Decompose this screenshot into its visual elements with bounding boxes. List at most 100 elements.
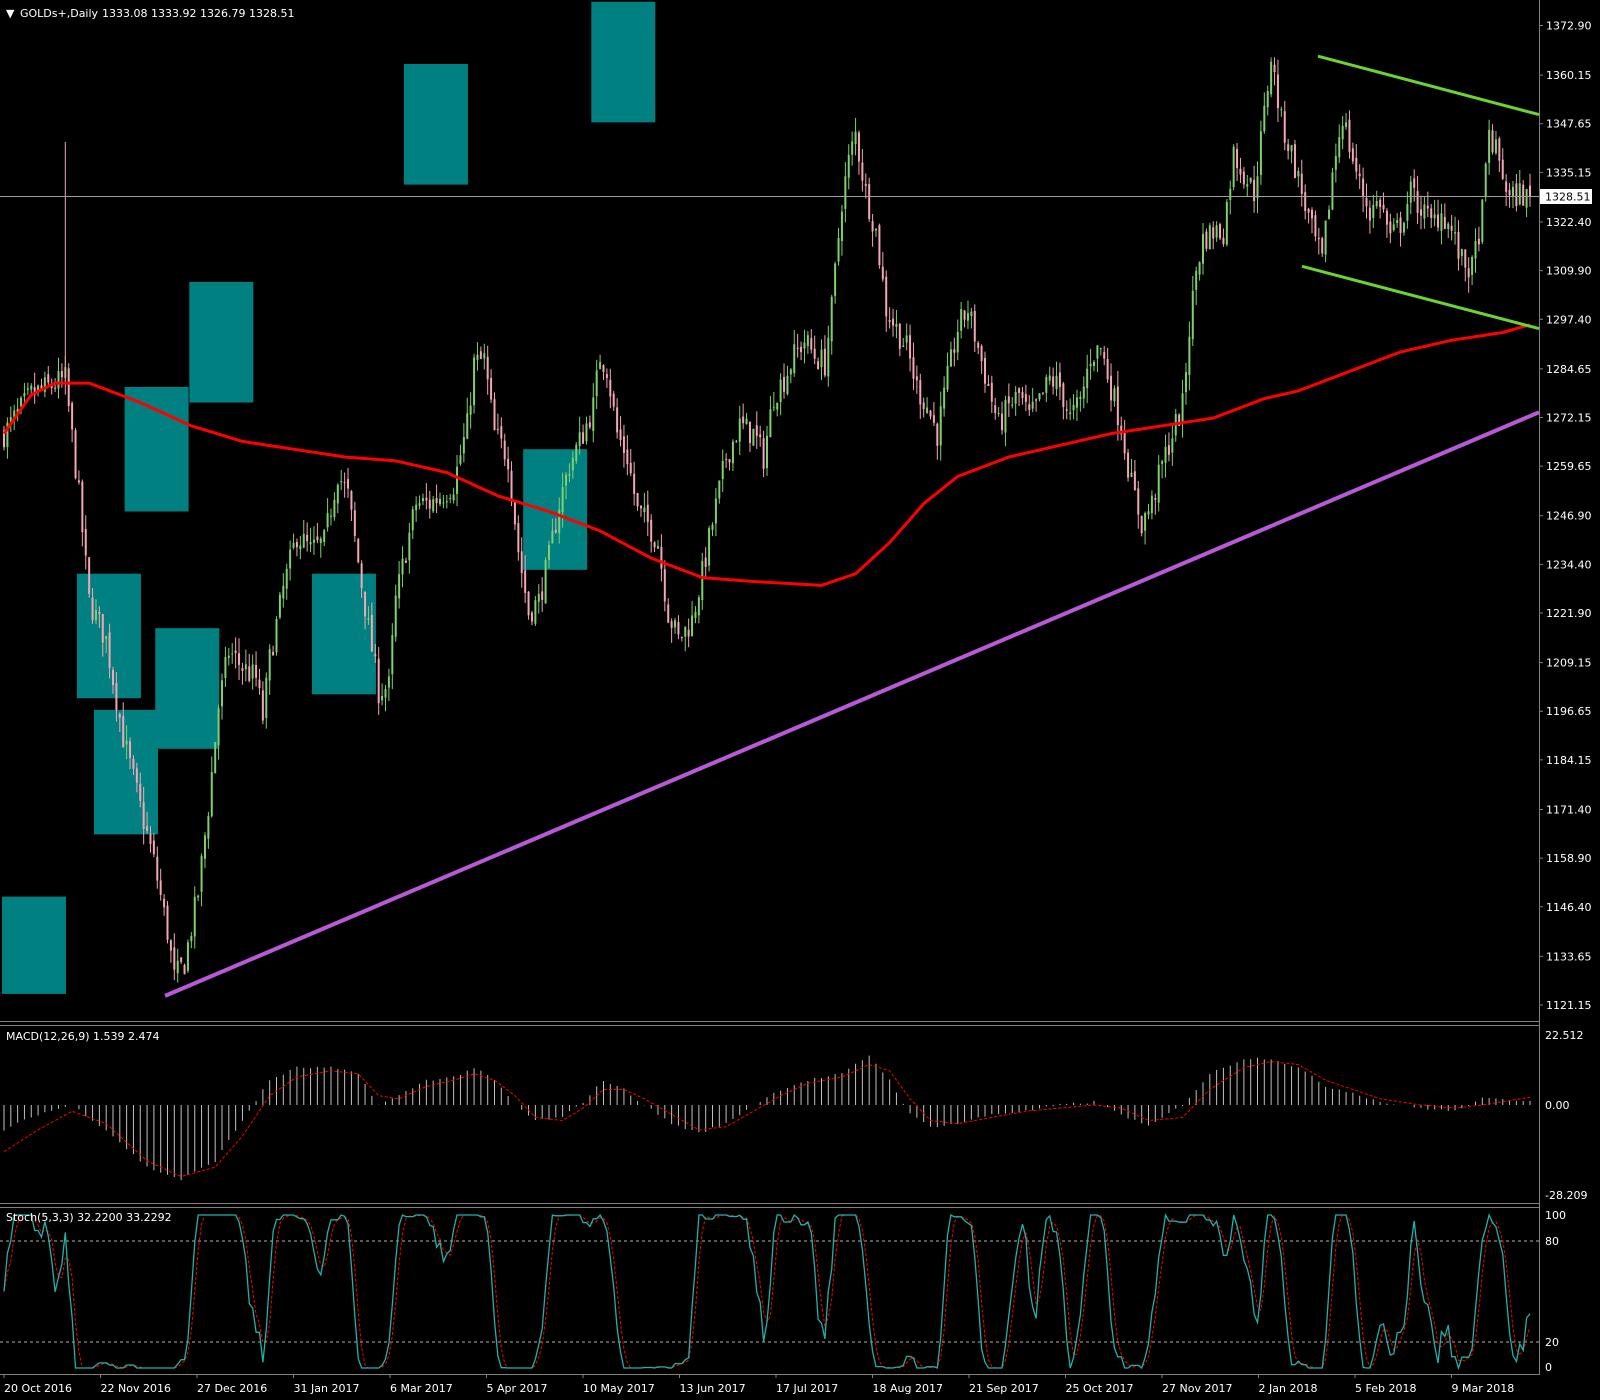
highlight-zone bbox=[155, 628, 220, 749]
candle-body bbox=[1171, 438, 1174, 453]
candle-body bbox=[885, 276, 888, 317]
candle-body bbox=[221, 680, 223, 707]
candle-body bbox=[830, 296, 833, 342]
candle-body bbox=[1420, 209, 1422, 216]
candle-body bbox=[1290, 145, 1293, 152]
candle-body bbox=[674, 620, 677, 628]
candle-body bbox=[878, 225, 881, 266]
candle-body bbox=[81, 481, 84, 533]
candle-body bbox=[1072, 404, 1075, 411]
candle-body bbox=[176, 960, 179, 974]
candle-body bbox=[166, 905, 169, 940]
candle-body bbox=[1481, 199, 1484, 242]
channel-lower-line[interactable] bbox=[1301, 264, 1540, 331]
candle-body bbox=[861, 162, 864, 181]
candle-body bbox=[350, 491, 353, 510]
candle-body bbox=[728, 459, 731, 463]
candle-body bbox=[1058, 372, 1061, 388]
candle-body bbox=[1522, 184, 1525, 206]
channel-upper-line[interactable] bbox=[1317, 54, 1540, 117]
candle-body bbox=[1259, 131, 1262, 175]
candle-body bbox=[840, 211, 843, 242]
candle-body bbox=[609, 379, 612, 397]
candle-body bbox=[1474, 241, 1477, 259]
candle-body bbox=[1106, 358, 1109, 380]
candle-body bbox=[1464, 249, 1467, 268]
candle-body bbox=[364, 591, 367, 617]
candle-body bbox=[1096, 345, 1099, 359]
collapse-arrow-icon[interactable]: ▼ bbox=[6, 7, 15, 20]
candle-body bbox=[1113, 388, 1116, 402]
candle-body bbox=[142, 802, 145, 829]
candle-body bbox=[844, 176, 847, 210]
candle-body bbox=[1256, 176, 1259, 199]
candle-body bbox=[207, 816, 210, 839]
rising-trend-line[interactable] bbox=[164, 410, 1540, 998]
macd-tick-top: 22.512 bbox=[1545, 1029, 1584, 1042]
candle-body bbox=[554, 529, 557, 533]
candle-body bbox=[762, 438, 765, 469]
candle-body bbox=[312, 539, 315, 543]
candle-body bbox=[660, 546, 663, 569]
candle-body bbox=[779, 379, 782, 403]
candle-body bbox=[1300, 173, 1303, 194]
candle-body bbox=[1021, 391, 1024, 399]
candle-body bbox=[1011, 404, 1014, 406]
candle-body bbox=[357, 538, 360, 563]
candle-body bbox=[353, 510, 356, 536]
candle-body bbox=[650, 519, 653, 542]
candle-body bbox=[776, 402, 779, 410]
candle-body bbox=[125, 740, 128, 745]
candle-body bbox=[238, 653, 241, 665]
candle-body bbox=[905, 335, 908, 343]
candle-body bbox=[193, 896, 196, 937]
candle-body bbox=[278, 594, 281, 618]
candle-body bbox=[513, 501, 516, 525]
candle-body bbox=[1317, 237, 1320, 240]
candle-body bbox=[251, 664, 254, 679]
candle-body bbox=[415, 504, 418, 511]
candle-body bbox=[813, 348, 816, 359]
candle-body bbox=[1202, 233, 1204, 264]
candle-body bbox=[626, 449, 629, 465]
candle-body bbox=[217, 708, 220, 746]
candle-body bbox=[20, 397, 23, 407]
candle-body bbox=[112, 669, 114, 686]
candle-body bbox=[571, 457, 574, 471]
candle-body bbox=[653, 542, 656, 548]
candle-body bbox=[163, 898, 166, 908]
candle-body bbox=[469, 405, 472, 415]
chart-symbol: GOLDs+,Daily bbox=[20, 7, 99, 20]
candle-body bbox=[94, 609, 97, 621]
candle-body bbox=[926, 407, 929, 413]
candle-body bbox=[657, 546, 659, 549]
candle-body bbox=[817, 361, 820, 369]
candle-body bbox=[1086, 368, 1089, 389]
candle-body bbox=[1007, 396, 1010, 404]
candle-body bbox=[1283, 111, 1286, 143]
candle-body bbox=[752, 428, 755, 446]
time-tick-label: 18 Aug 2017 bbox=[873, 1382, 943, 1395]
candle-body bbox=[1045, 376, 1048, 393]
candle-body bbox=[1406, 204, 1409, 221]
candle-body bbox=[561, 487, 564, 513]
candle-body bbox=[966, 313, 969, 321]
candle-body bbox=[394, 595, 397, 637]
candle-body bbox=[527, 591, 530, 616]
candle-body bbox=[1471, 257, 1474, 276]
candle-body bbox=[374, 653, 377, 657]
candle-body bbox=[479, 351, 482, 359]
candle-body bbox=[895, 323, 898, 327]
candle-body bbox=[459, 455, 462, 464]
candle-body bbox=[319, 538, 322, 543]
candle-body bbox=[1402, 222, 1405, 233]
candle-body bbox=[340, 481, 343, 483]
candle-body bbox=[616, 407, 619, 433]
candle-body bbox=[820, 349, 823, 368]
price-axis: 1372.90 1360.15 1347.65 1335.15 1322.40 1309.… bbox=[1539, 20, 1592, 1012]
candle-body bbox=[1178, 414, 1181, 426]
candle-body bbox=[13, 410, 16, 419]
candle-body bbox=[186, 942, 189, 971]
candle-body bbox=[663, 569, 666, 602]
